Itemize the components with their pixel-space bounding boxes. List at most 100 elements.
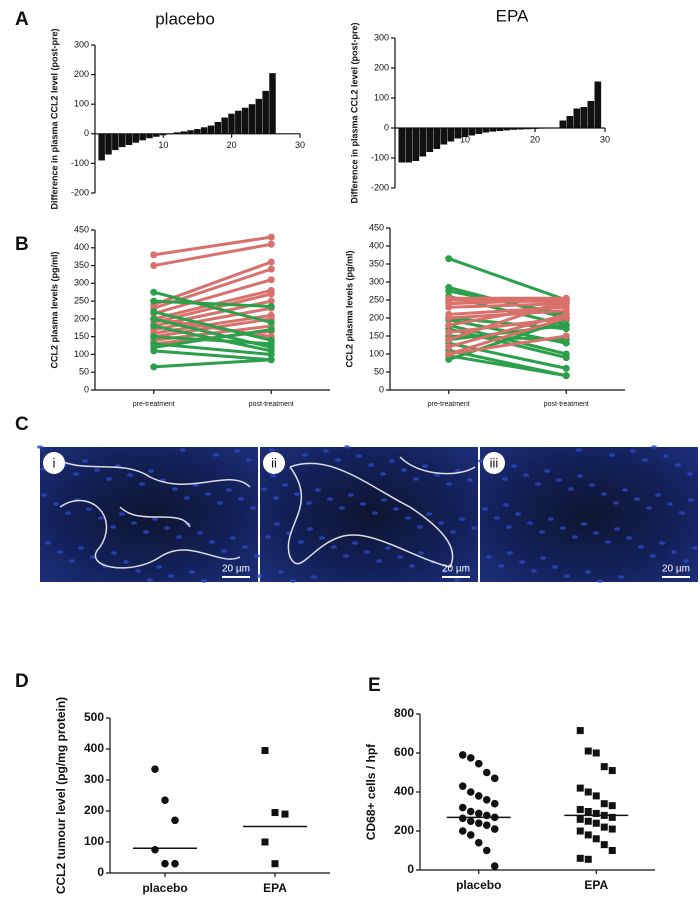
bar	[214, 121, 222, 134]
pair-point	[267, 258, 275, 266]
nucleus	[45, 541, 51, 545]
bar	[180, 131, 187, 134]
nucleus	[143, 530, 149, 534]
y-tick-label: 150	[74, 331, 89, 341]
x-tick-label: 20	[530, 134, 540, 144]
pair-point	[562, 364, 570, 372]
nucleus	[397, 555, 403, 559]
nucleus	[568, 487, 574, 491]
nucleus	[184, 496, 190, 500]
nucleus	[41, 493, 47, 497]
point	[474, 819, 483, 827]
pair-point	[267, 290, 275, 298]
nucleus	[65, 511, 71, 515]
bar	[447, 128, 455, 142]
nucleus	[230, 536, 236, 540]
nucleus	[94, 468, 100, 472]
nucleus	[506, 525, 512, 529]
x-tick-label: post-treatment	[249, 401, 294, 408]
nucleus	[254, 554, 260, 558]
nucleus	[498, 564, 504, 568]
nucleus	[609, 453, 615, 457]
nucleus	[311, 575, 317, 579]
pair-point	[150, 333, 158, 341]
pair-point	[150, 343, 158, 351]
y-tick-label: 0	[97, 865, 104, 879]
nucleus	[302, 453, 308, 457]
pair-line	[448, 354, 567, 378]
point	[466, 831, 475, 839]
point	[608, 767, 616, 775]
nucleus	[459, 517, 465, 521]
y-tick-label: 400	[74, 242, 89, 252]
bar	[221, 117, 228, 134]
y-tick-label: 500	[84, 710, 104, 724]
pair-point	[267, 350, 275, 358]
pair-point	[445, 255, 453, 263]
pair-line	[153, 242, 272, 268]
nucleus	[671, 550, 677, 554]
nucleus	[123, 560, 129, 564]
bar	[496, 128, 504, 131]
nucleus	[642, 458, 648, 462]
nucleus	[589, 483, 595, 487]
nucleus	[482, 507, 488, 511]
x-tick-label: post-treatment	[544, 401, 589, 408]
nucleus	[147, 578, 153, 582]
pair-point	[150, 308, 158, 316]
y-tick-label: 200	[84, 803, 104, 817]
image-label: i	[53, 455, 56, 470]
point	[600, 800, 608, 808]
bar	[262, 90, 269, 134]
chart-title: placebo	[155, 9, 215, 28]
micrograph: i 20 µm	[37, 445, 260, 583]
point	[592, 749, 600, 757]
pair-point	[267, 302, 275, 310]
nucleus	[539, 530, 545, 534]
bar	[132, 133, 140, 143]
nucleus	[368, 463, 374, 467]
point	[600, 823, 608, 831]
image-label: ii	[271, 455, 277, 470]
nucleus	[201, 579, 207, 583]
pair-point	[267, 265, 275, 273]
nucleus	[221, 549, 227, 553]
nucleus	[270, 474, 276, 478]
nucleus	[360, 502, 366, 506]
point	[161, 796, 169, 804]
nucleus	[37, 445, 43, 449]
y-axis-label: Difference in plasma CCL2 level (post-pr…	[349, 22, 359, 203]
point	[490, 774, 499, 783]
nucleus	[323, 449, 329, 453]
nucleus	[73, 472, 79, 476]
y-tick-label: 200	[74, 313, 89, 323]
nucleus	[650, 554, 656, 558]
nucleus	[290, 579, 296, 583]
point	[490, 799, 499, 808]
bar	[468, 128, 476, 136]
pair-line	[153, 358, 272, 369]
bar	[146, 133, 153, 139]
y-tick-label: 200	[394, 823, 414, 837]
point	[600, 763, 608, 771]
nucleus	[527, 521, 533, 525]
pair-line	[153, 335, 272, 346]
nucleus	[319, 536, 325, 540]
chart-title: EPA	[496, 6, 529, 25]
pair-point	[562, 296, 570, 304]
pair-point	[267, 297, 275, 305]
nucleus	[618, 575, 624, 579]
point	[608, 847, 616, 854]
point	[474, 759, 483, 768]
bar	[105, 133, 112, 155]
nucleus	[176, 535, 182, 539]
point	[261, 747, 269, 755]
pair-point	[150, 322, 158, 330]
nucleus	[438, 521, 444, 525]
scale-label: 20 µm	[662, 564, 690, 575]
bar	[139, 133, 146, 141]
y-tick-label: 0	[84, 128, 89, 138]
y-tick-label: 100	[84, 834, 104, 848]
nucleus	[257, 574, 263, 578]
